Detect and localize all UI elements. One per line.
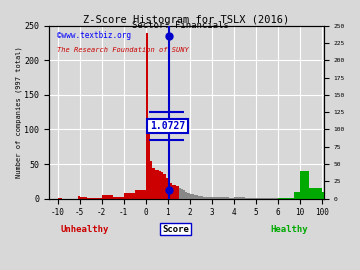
Bar [174, 185, 176, 199]
Bar [135, 190, 146, 199]
Bar [152, 167, 154, 199]
Bar [212, 197, 216, 199]
Bar [168, 186, 170, 199]
Bar [309, 188, 321, 199]
Bar [190, 194, 194, 199]
Title: Z-Score Histogram for TSLX (2016): Z-Score Histogram for TSLX (2016) [84, 15, 290, 25]
Text: Score: Score [162, 225, 189, 234]
Bar [150, 161, 152, 199]
Bar [172, 185, 174, 199]
Bar [321, 192, 324, 199]
Bar [216, 197, 220, 199]
Bar [163, 174, 166, 199]
Bar [220, 197, 225, 199]
Bar [245, 198, 256, 199]
Bar [77, 196, 80, 199]
Bar [198, 196, 203, 199]
Bar [183, 190, 185, 199]
Bar [194, 195, 198, 199]
Bar [94, 198, 98, 199]
Bar [185, 192, 188, 199]
Bar [87, 198, 94, 199]
Bar [300, 171, 309, 199]
Bar [161, 172, 163, 199]
Bar [188, 193, 190, 199]
Bar [256, 198, 278, 199]
Text: ©www.textbiz.org: ©www.textbiz.org [57, 31, 131, 40]
Bar [225, 197, 229, 199]
Bar [113, 197, 124, 199]
Text: Unhealthy: Unhealthy [60, 225, 108, 234]
Text: Sector: Financials: Sector: Financials [132, 21, 228, 30]
Bar [124, 193, 135, 199]
Bar [102, 195, 113, 199]
Bar [203, 197, 207, 199]
Bar [278, 198, 294, 199]
Bar [229, 198, 234, 199]
Bar [166, 178, 168, 199]
Bar [170, 183, 172, 199]
Bar [154, 170, 157, 199]
Text: The Research Foundation of SUNY: The Research Foundation of SUNY [57, 46, 189, 53]
Bar [179, 188, 181, 199]
Bar [234, 197, 245, 199]
Bar [181, 189, 183, 199]
Bar [148, 133, 150, 199]
Bar [176, 186, 179, 199]
Bar [157, 170, 159, 199]
Bar [58, 198, 62, 199]
Y-axis label: Number of companies (997 total): Number of companies (997 total) [15, 46, 22, 178]
Bar [80, 197, 87, 199]
Bar [98, 198, 102, 199]
Text: 1.0727: 1.0727 [150, 121, 185, 131]
Bar [294, 193, 300, 199]
Bar [207, 197, 212, 199]
Text: Healthy: Healthy [270, 225, 307, 234]
Bar [146, 33, 148, 199]
Bar [159, 171, 161, 199]
